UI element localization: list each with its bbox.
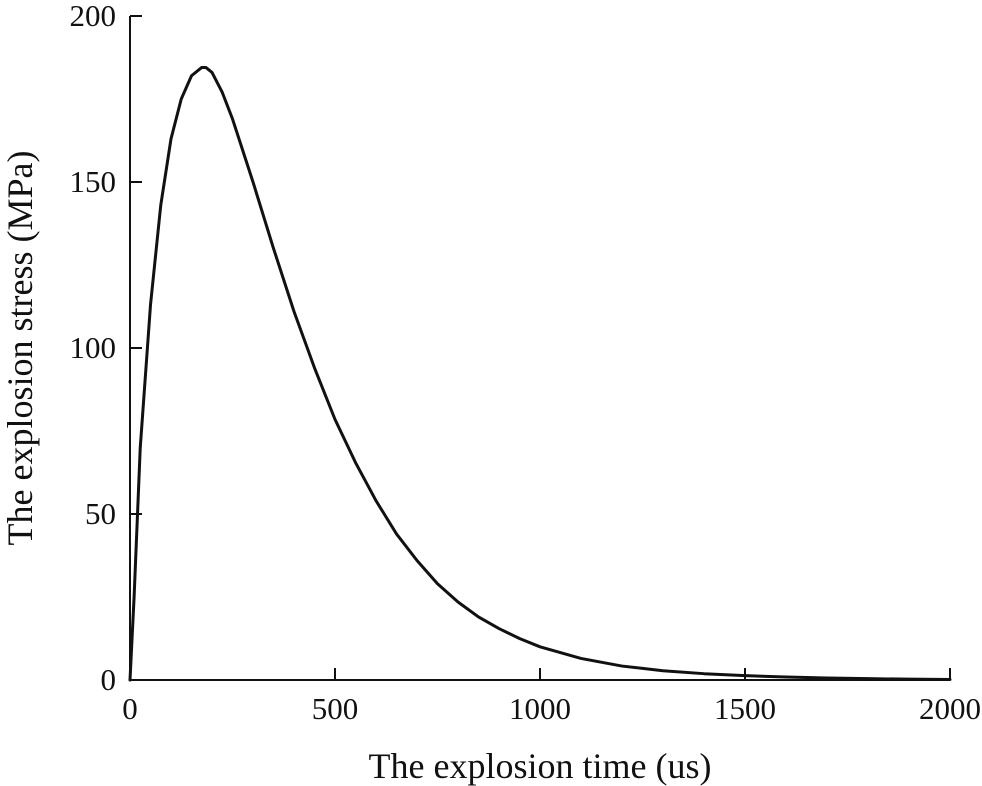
- y-ticks: 0 50 100 150 200: [70, 0, 142, 697]
- x-tick-label: 500: [312, 691, 359, 726]
- plot-area: 0 500 1000 1500 2000 0 50 100 150 200: [70, 0, 982, 726]
- y-tick-label: 0: [101, 662, 117, 697]
- x-axis-title: The explosion time (us): [369, 746, 712, 786]
- x-tick-label: 0: [122, 691, 138, 726]
- y-tick-label: 150: [70, 164, 117, 199]
- y-tick-label: 100: [70, 330, 117, 365]
- series-line: [128, 65, 952, 682]
- y-tick-label: 200: [70, 0, 117, 33]
- y-tick-label: 50: [85, 496, 116, 531]
- x-ticks: 0 500 1000 1500 2000: [122, 668, 981, 726]
- x-tick-label: 1500: [714, 691, 776, 726]
- x-tick-label: 1000: [509, 691, 571, 726]
- y-axis-title: The explosion stress (MPa): [0, 151, 40, 546]
- x-tick-label: 2000: [919, 691, 981, 726]
